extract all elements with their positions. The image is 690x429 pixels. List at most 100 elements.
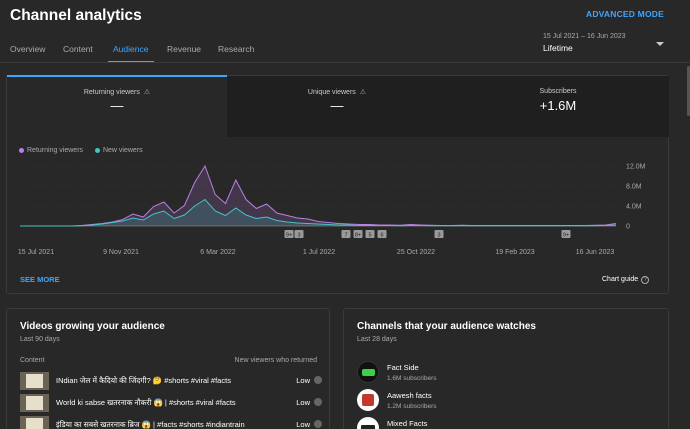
series-line-0[interactable]	[20, 164, 617, 227]
svg-text:3: 3	[437, 233, 440, 239]
annotation-marker[interactable]: 7	[341, 230, 351, 239]
card-title: Channels that your audience watches	[357, 321, 536, 332]
info-icon[interactable]	[314, 420, 322, 428]
video-title: इंडिया का सबसे खतरनाक ब्रिज 😱 | #facts #…	[56, 420, 245, 429]
y-tick-label: 12.0M	[626, 164, 646, 171]
warning-icon: ⚠	[359, 89, 367, 96]
tab-revenue[interactable]: Revenue	[167, 44, 202, 54]
x-tick-label: 19 Feb 2023	[495, 249, 534, 256]
legend-dot-icon	[19, 147, 24, 153]
legend-item-returning[interactable]: Returning viewers	[19, 147, 83, 154]
channel-row[interactable]: Aawesh facts 1.2M subscribers	[357, 389, 657, 413]
scrollbar[interactable]	[687, 66, 690, 116]
chart-guide-link[interactable]: Chart guide?	[602, 276, 650, 284]
metric-value: +1.6M	[539, 98, 577, 113]
metric-returning-viewers[interactable]: Returning viewers ⚠ —	[7, 75, 227, 137]
caret-down-icon[interactable]	[655, 40, 665, 48]
svg-text:6: 6	[380, 233, 383, 239]
channel-avatar	[357, 417, 379, 429]
video-metric-value: Low	[296, 420, 310, 429]
channel-row[interactable]: Fact Side 1.6M subscribers	[357, 361, 657, 385]
channel-subscribers: 1.2M subscribers	[387, 403, 437, 410]
tab-audience[interactable]: Audience	[113, 44, 149, 54]
series-area-0	[20, 166, 616, 226]
card-title: Videos growing your audience	[20, 321, 165, 332]
channel-avatar	[357, 389, 379, 411]
chart-legend: Returning viewers New viewers	[19, 147, 153, 154]
channel-avatar	[357, 361, 379, 383]
svg-text:9+: 9+	[286, 233, 292, 239]
videos-growing-audience-card: Videos growing your audience Last 90 day…	[6, 308, 330, 429]
x-tick-label: 16 Jun 2023	[576, 249, 615, 256]
metric-label: Subscribers	[539, 88, 577, 95]
video-row[interactable]: INdian जेल में कैदियो की जिंदगी? 🤔 #shor…	[20, 372, 322, 392]
annotation-marker[interactable]: 8+	[353, 230, 363, 239]
x-tick-label: 25 Oct 2022	[397, 249, 435, 256]
series-line-1[interactable]	[20, 198, 617, 227]
svg-text:5: 5	[368, 233, 371, 239]
video-thumbnail	[20, 416, 49, 429]
warning-icon: ⚠	[143, 89, 151, 96]
x-tick-label: 15 Jul 2021	[18, 249, 54, 256]
annotation-marker[interactable]: 5	[365, 230, 375, 239]
tab-research[interactable]: Research	[218, 44, 255, 54]
column-header-content: Content	[20, 357, 45, 364]
channel-name: Mixed Facts	[387, 419, 428, 428]
annotation-marker[interactable]: 9+	[561, 230, 571, 239]
see-more-link[interactable]: SEE MORE	[20, 275, 60, 284]
tab-content[interactable]: Content	[63, 44, 93, 54]
annotation-marker[interactable]: 3	[434, 230, 444, 239]
y-tick-label: 8.0M	[626, 184, 642, 191]
channel-subscribers: 1.6M subscribers	[387, 375, 437, 382]
video-row[interactable]: इंडिया का सबसे खतरनाक ब्रिज 😱 | #facts #…	[20, 416, 322, 429]
series-area-1	[20, 199, 616, 226]
svg-text:8+: 8+	[355, 233, 361, 239]
help-icon: ?	[641, 276, 650, 284]
area-chart[interactable]: 12.0M 8.0M 4.0M 0 9+ 3 7 8+ 5 6 3 9+ 15 Jul 2021 9 No…	[7, 156, 668, 271]
video-title: World ki sabse खतरनाक नौकरी 😱 | #shorts …	[56, 398, 236, 407]
video-metric-value: Low	[296, 398, 310, 407]
metric-unique-viewers[interactable]: Unique viewers ⚠ —	[227, 76, 447, 137]
y-tick-label: 0	[626, 224, 630, 231]
video-title: INdian जेल में कैदियो की जिंदगी? 🤔 #shor…	[56, 376, 231, 385]
x-tick-label: 1 Jul 2022	[303, 249, 335, 256]
video-metric-value: Low	[296, 376, 310, 385]
channel-name: Aawesh facts	[387, 391, 432, 400]
card-subtitle: Last 28 days	[357, 336, 397, 343]
annotation-marker[interactable]: 6	[377, 230, 387, 239]
info-icon[interactable]	[314, 398, 322, 406]
selected-metric-indicator	[7, 75, 227, 77]
info-icon[interactable]	[314, 376, 322, 384]
page-title: Channel analytics	[10, 7, 142, 24]
x-tick-label: 6 Mar 2022	[200, 249, 236, 256]
annotation-marker[interactable]: 3	[294, 230, 304, 239]
video-thumbnail	[20, 394, 49, 412]
period-selector[interactable]: Lifetime	[543, 43, 573, 53]
video-row[interactable]: World ki sabse खतरनाक नौकरी 😱 | #shorts …	[20, 394, 322, 414]
legend-dot-icon	[94, 147, 100, 153]
header-divider	[0, 62, 690, 63]
date-range: 15 Jul 2021 – 16 Jun 2023	[543, 33, 626, 40]
advanced-mode-button[interactable]: ADVANCED MODE	[585, 9, 664, 19]
metric-subscribers[interactable]: Subscribers +1.6M	[447, 76, 669, 137]
audience-chart-card: Returning viewers ⚠ — Unique viewers ⚠ — S…	[6, 75, 669, 294]
tab-overview[interactable]: Overview	[10, 44, 46, 54]
x-tick-label: 9 Nov 2021	[103, 249, 139, 256]
metric-value: —	[110, 98, 124, 113]
svg-text:3: 3	[297, 233, 300, 239]
video-thumbnail	[20, 372, 49, 390]
metric-value: —	[330, 98, 344, 113]
svg-text:7: 7	[344, 233, 347, 239]
column-header-metric: New viewers who returned	[234, 357, 317, 364]
channels-audience-watches-card: Channels that your audience watches Last…	[343, 308, 669, 429]
header: Channel analytics ADVANCED MODE Overview…	[0, 0, 690, 64]
channel-row[interactable]: Mixed Facts	[357, 417, 657, 429]
card-subtitle: Last 90 days	[20, 336, 60, 343]
annotation-marker[interactable]: 9+	[284, 230, 294, 239]
channel-name: Fact Side	[387, 363, 419, 372]
y-tick-label: 4.0M	[626, 204, 642, 211]
metric-label: Returning viewers	[83, 89, 140, 96]
legend-item-new[interactable]: New viewers	[94, 147, 143, 154]
svg-text:9+: 9+	[563, 233, 569, 239]
metric-label: Unique viewers	[307, 89, 356, 96]
